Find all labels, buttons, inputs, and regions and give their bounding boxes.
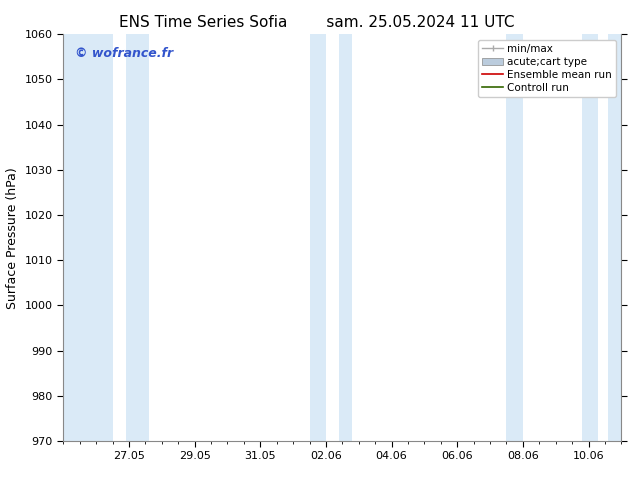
Bar <box>582 34 598 441</box>
Text: ENS Time Series Sofia        sam. 25.05.2024 11 UTC: ENS Time Series Sofia sam. 25.05.2024 11… <box>119 15 515 30</box>
Bar <box>608 34 621 441</box>
Bar <box>339 34 353 441</box>
Y-axis label: Surface Pressure (hPa): Surface Pressure (hPa) <box>6 167 19 309</box>
Legend: min/max, acute;cart type, Ensemble mean run, Controll run: min/max, acute;cart type, Ensemble mean … <box>478 40 616 97</box>
Bar <box>126 34 149 441</box>
Bar <box>309 34 326 441</box>
Bar <box>507 34 523 441</box>
Bar <box>63 34 113 441</box>
Text: © wofrance.fr: © wofrance.fr <box>75 47 172 59</box>
